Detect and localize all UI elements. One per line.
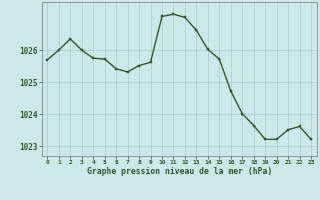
X-axis label: Graphe pression niveau de la mer (hPa): Graphe pression niveau de la mer (hPa) <box>87 167 272 176</box>
